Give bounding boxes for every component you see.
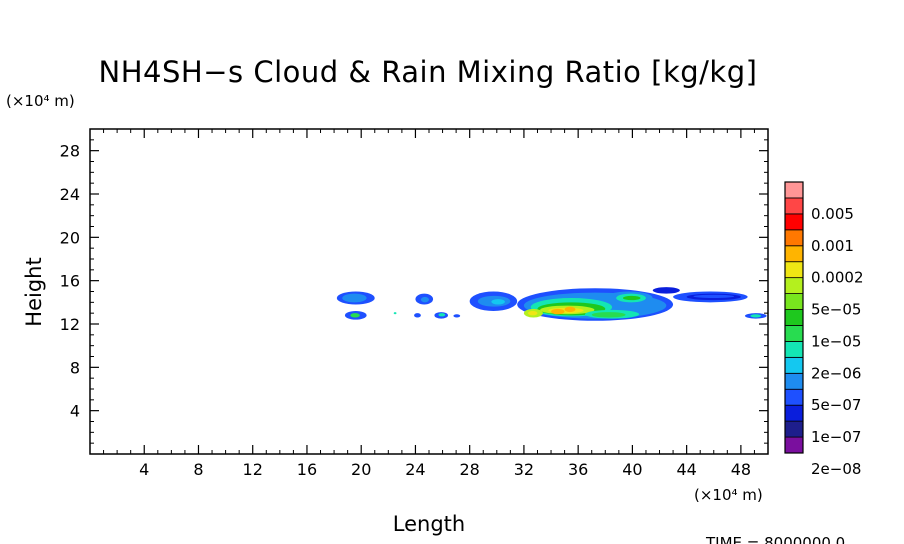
contour-region-21 — [527, 311, 538, 316]
time-label: TIME = 8000000.0 — [705, 534, 845, 544]
colorbar-swatch — [784, 277, 804, 294]
y-tick-label: 16 — [60, 272, 80, 291]
contour-region-10 — [453, 314, 461, 318]
x-tick-label: 24 — [405, 460, 425, 479]
colorbar-label: 0.0002 — [811, 269, 864, 287]
colorbar-swatch — [784, 197, 804, 215]
colorbar-swatch — [784, 309, 804, 326]
y-tick-label: 8 — [70, 358, 80, 377]
y-tick-label: 24 — [60, 185, 80, 204]
contour-region-32 — [693, 294, 735, 298]
colorbar-swatch — [784, 229, 804, 247]
colorbar-swatch — [784, 293, 804, 310]
colorbar-swatch — [784, 181, 804, 199]
colorbar-label: 0.005 — [811, 205, 854, 223]
contour-region-7 — [414, 313, 421, 318]
contour-region-22 — [551, 308, 565, 315]
x-tick-label: 28 — [460, 460, 480, 479]
x-axis-unit: (×10⁴ m) — [694, 486, 763, 504]
colorbar-label: 5e−07 — [811, 396, 861, 414]
y-tick-label: 20 — [60, 228, 80, 247]
colorbar-label: 1e−07 — [811, 428, 861, 446]
colorbar-swatch — [784, 356, 804, 374]
x-axis-label: Length — [393, 512, 465, 536]
colorbar-label: 2e−06 — [811, 364, 861, 382]
contour-region-6 — [420, 296, 429, 303]
colorbar-swatch — [784, 325, 804, 342]
x-tick-label: 40 — [622, 460, 642, 479]
colorbar-swatch — [784, 372, 804, 390]
colorbar-label: 1e−05 — [811, 332, 861, 350]
y-tick-label: 12 — [60, 315, 80, 334]
contour-region-3 — [350, 313, 360, 318]
contour-region-1 — [342, 293, 367, 303]
x-tick-label: 16 — [297, 460, 317, 479]
contour-region-23 — [564, 306, 576, 313]
x-tick-label: 20 — [351, 460, 371, 479]
colorbar-label: 5e−05 — [811, 301, 861, 319]
colorbar-swatch — [784, 436, 804, 454]
contour-region-34 — [750, 314, 762, 318]
contour-region-9 — [438, 313, 446, 317]
x-tick-label: 36 — [568, 460, 588, 479]
colorbar: 0.005 0.001 0.0002 5e−05 1e−05 2e−06 5e−07 1e−0… — [784, 181, 864, 478]
colorbar-swatch — [784, 420, 804, 438]
contour-region-4 — [393, 312, 397, 315]
y-axis-label: Height — [22, 257, 46, 326]
x-tick-label: 4 — [139, 460, 149, 479]
contour-region-26 — [622, 295, 641, 301]
colorbar-swatch — [784, 261, 804, 279]
x-tick-label: 32 — [514, 460, 534, 479]
colorbar-label: 0.001 — [811, 237, 854, 255]
colorbar-label: 2e−08 — [811, 460, 861, 478]
contour-regions — [336, 287, 767, 321]
x-tick-label: 44 — [676, 460, 696, 479]
contour-region-28 — [591, 312, 626, 318]
x-tick-label: 12 — [243, 460, 263, 479]
x-tick-label: 8 — [193, 460, 203, 479]
colorbar-swatch — [784, 388, 804, 406]
x-tick-label: 48 — [731, 460, 751, 479]
colorbar-swatch — [784, 245, 804, 263]
colorbar-swatch — [784, 213, 804, 231]
chart-title: NH4SH−s Cloud & Rain Mixing Ratio [kg/kg… — [99, 55, 758, 89]
contour-region-13 — [491, 299, 505, 305]
contour-region-29 — [652, 287, 680, 294]
colorbar-swatch — [784, 404, 804, 422]
y-tick-label: 4 — [70, 402, 80, 421]
colorbar-frame — [784, 181, 804, 454]
colorbar-swatch — [784, 341, 804, 358]
y-axis-unit: (×10⁴ m) — [6, 92, 75, 110]
y-tick-label: 28 — [60, 142, 80, 161]
